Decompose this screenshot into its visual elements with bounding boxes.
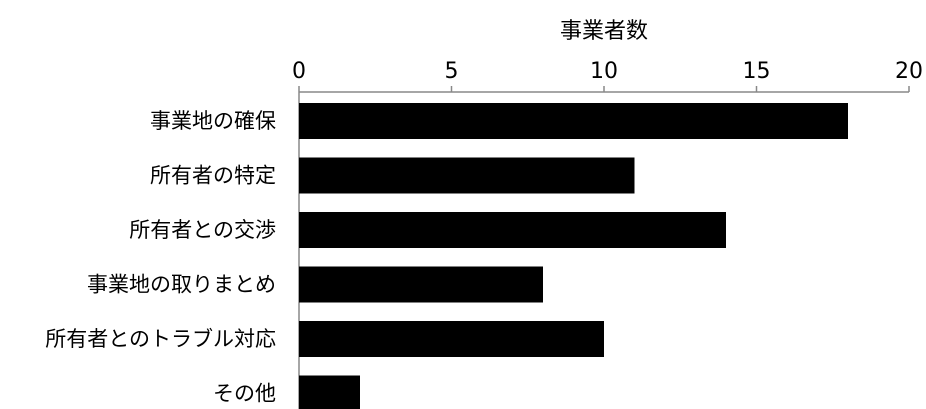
category-label: 所有者との交渉 — [129, 218, 276, 242]
category-label: 所有者の特定 — [150, 164, 276, 188]
bar — [299, 375, 360, 409]
x-tick-label: 15 — [743, 59, 771, 84]
category-label: その他 — [213, 382, 276, 406]
category-labels: 事業地の確保所有者の特定所有者との交渉事業地の取りまとめ所有者とのトラブル対応そ… — [45, 109, 276, 406]
x-axis-title: 事業者数 — [560, 19, 648, 44]
x-tick-label: 10 — [590, 59, 618, 84]
x-tick-label: 5 — [445, 59, 459, 84]
bar — [299, 321, 604, 357]
bar — [299, 212, 726, 248]
bar — [299, 157, 635, 194]
bar — [299, 266, 543, 303]
bars-group — [299, 103, 848, 409]
x-tick-label: 20 — [895, 59, 923, 84]
category-label: 事業地の取りまとめ — [87, 273, 276, 297]
x-tick-label: 0 — [292, 59, 306, 84]
x-axis-ticks: 0 5 10 15 20 — [292, 59, 923, 92]
bar — [299, 103, 848, 139]
category-label: 所有者とのトラブル対応 — [45, 327, 276, 351]
category-label: 事業地の確保 — [150, 109, 276, 133]
